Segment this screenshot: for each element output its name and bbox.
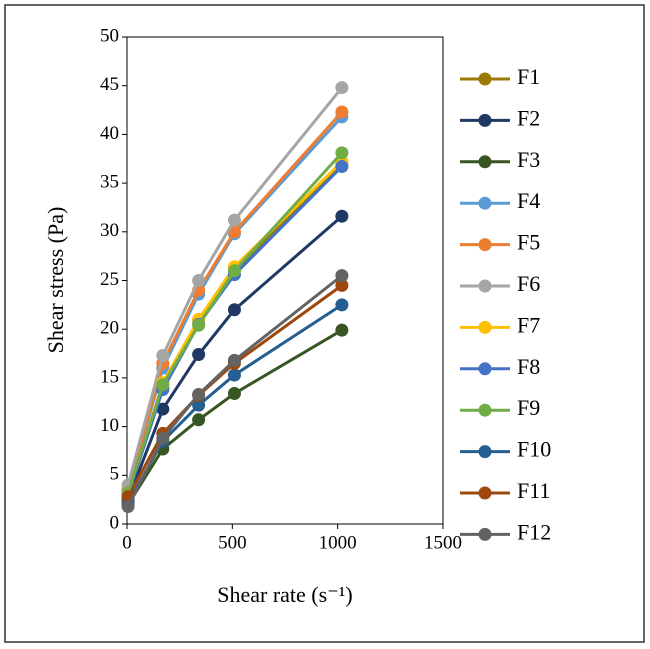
point	[335, 269, 349, 283]
legend-label: F12	[517, 519, 551, 544]
legend-marker	[478, 403, 492, 417]
x-tick-label: 0	[122, 532, 132, 553]
legend-marker	[478, 486, 492, 500]
point	[335, 209, 349, 223]
legend-label: F2	[517, 105, 540, 130]
y-tick-label: 20	[100, 318, 119, 339]
point	[192, 387, 206, 401]
y-tick-label: 30	[100, 220, 119, 241]
legend-marker	[478, 320, 492, 334]
point	[227, 353, 241, 367]
point	[156, 402, 170, 416]
point	[121, 499, 135, 513]
legend-label: F4	[517, 188, 540, 213]
legend-marker	[478, 238, 492, 252]
point	[335, 298, 349, 312]
y-tick-label: 35	[100, 171, 119, 192]
legend-label: F5	[517, 230, 540, 255]
x-axis-label: Shear rate (s⁻¹)	[217, 582, 352, 607]
point	[192, 274, 206, 287]
legend-marker	[478, 196, 492, 210]
legend-marker	[478, 445, 492, 459]
legend-label: F7	[517, 312, 540, 337]
point	[192, 413, 206, 427]
point	[335, 278, 349, 292]
y-tick-label: 10	[100, 415, 119, 436]
point	[335, 105, 349, 119]
legend-marker	[478, 527, 492, 541]
point	[227, 213, 241, 227]
point	[335, 81, 349, 95]
point	[335, 160, 349, 174]
y-tick-label: 5	[110, 464, 120, 485]
y-tick-label: 40	[100, 123, 119, 144]
y-tick-label: 0	[110, 512, 120, 533]
point	[192, 318, 206, 332]
x-tick-label: 500	[218, 532, 247, 553]
point	[156, 378, 170, 392]
y-tick-label: 15	[100, 366, 119, 387]
legend-label: F9	[517, 395, 540, 420]
y-tick-label: 50	[100, 25, 119, 46]
point	[335, 146, 349, 160]
legend-label: F11	[517, 478, 550, 503]
x-tick-label: 1000	[319, 532, 357, 553]
legend-label: F8	[517, 354, 540, 379]
point	[227, 368, 241, 382]
point	[227, 303, 241, 317]
y-tick-label: 45	[100, 74, 119, 95]
legend-marker	[478, 279, 492, 293]
point	[227, 386, 241, 400]
point	[227, 264, 241, 278]
legend-label: F6	[517, 271, 540, 296]
x-tick-label: 1500	[424, 532, 462, 553]
legend-label: F1	[517, 64, 540, 89]
y-tick-label: 25	[100, 269, 119, 290]
point	[335, 323, 349, 337]
point	[156, 348, 170, 362]
legend-marker	[478, 72, 492, 86]
point	[192, 348, 206, 362]
y-axis-label: Shear stress (Pa)	[43, 207, 68, 354]
point	[227, 225, 241, 239]
legend-marker	[478, 155, 492, 169]
point	[156, 431, 170, 445]
legend-label: F10	[517, 437, 551, 462]
point	[192, 398, 206, 412]
legend-marker	[478, 113, 492, 127]
legend-marker	[478, 362, 492, 376]
legend-label: F3	[517, 147, 540, 172]
